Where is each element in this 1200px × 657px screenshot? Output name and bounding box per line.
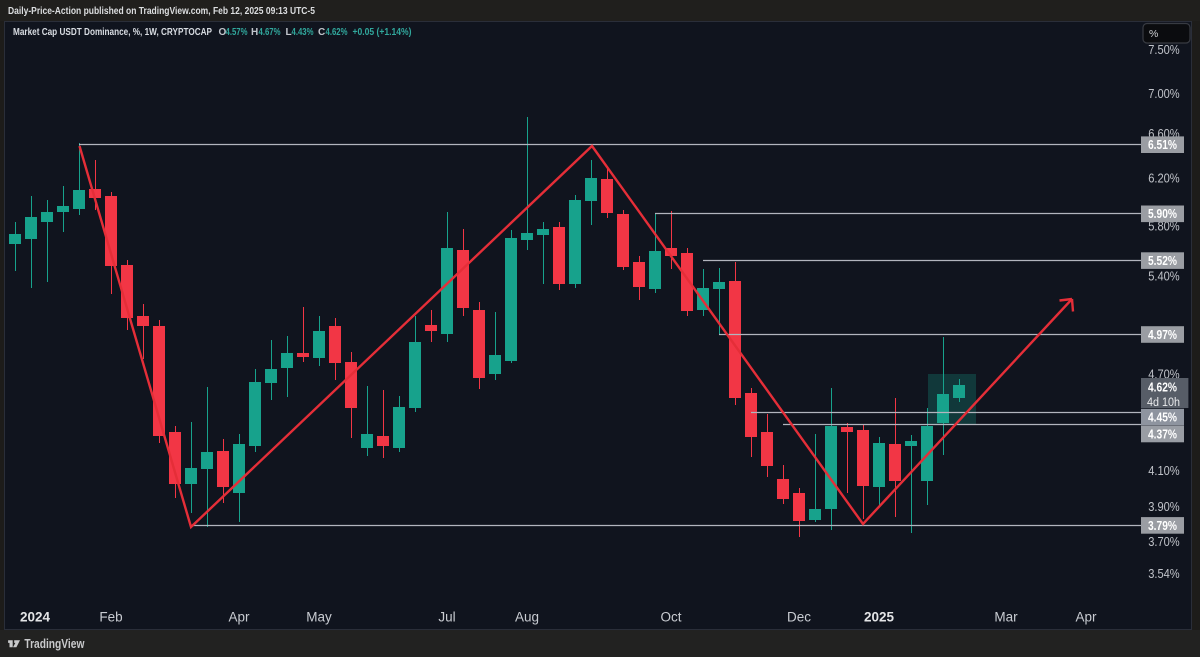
svg-text:TradingView: TradingView bbox=[24, 637, 84, 651]
svg-text:Apr: Apr bbox=[1075, 610, 1097, 625]
svg-text:4d 10h: 4d 10h bbox=[1147, 397, 1180, 409]
svg-text:4.97%: 4.97% bbox=[1148, 328, 1177, 342]
svg-text:4.62%: 4.62% bbox=[1148, 381, 1177, 395]
svg-text:3.79%: 3.79% bbox=[1148, 519, 1177, 533]
svg-text:3.70%: 3.70% bbox=[1148, 535, 1180, 549]
svg-text:3.90%: 3.90% bbox=[1148, 500, 1180, 514]
svg-text:2025: 2025 bbox=[864, 610, 895, 625]
svg-text:3.54%: 3.54% bbox=[1148, 567, 1180, 581]
svg-text:5.52%: 5.52% bbox=[1148, 254, 1177, 268]
svg-text:2024: 2024 bbox=[20, 610, 51, 625]
svg-text:5.40%: 5.40% bbox=[1148, 269, 1180, 283]
svg-text:Jul: Jul bbox=[438, 610, 455, 625]
svg-text:Market Cap USDT Dominance, %,: Market Cap USDT Dominance, %, 1W, CRYPTO… bbox=[13, 27, 412, 38]
svg-text:Apr: Apr bbox=[228, 610, 250, 625]
svg-text:May: May bbox=[306, 610, 332, 625]
svg-text:%: % bbox=[1149, 28, 1158, 40]
svg-text:7.50%: 7.50% bbox=[1148, 43, 1180, 57]
svg-text:Daily-Price-Action published o: Daily-Price-Action published on TradingV… bbox=[8, 6, 315, 17]
svg-text:Oct: Oct bbox=[660, 610, 681, 625]
svg-text:4.70%: 4.70% bbox=[1148, 367, 1180, 381]
svg-text:5.90%: 5.90% bbox=[1148, 207, 1177, 221]
svg-text:Dec: Dec bbox=[787, 610, 811, 625]
svg-text:7.00%: 7.00% bbox=[1148, 87, 1180, 101]
svg-text:4.45%: 4.45% bbox=[1148, 411, 1177, 425]
svg-text:6.51%: 6.51% bbox=[1148, 138, 1177, 152]
svg-text:Aug: Aug bbox=[515, 610, 539, 625]
svg-text:Mar: Mar bbox=[994, 610, 1018, 625]
svg-text:Feb: Feb bbox=[99, 610, 122, 625]
svg-text:4.10%: 4.10% bbox=[1148, 464, 1180, 478]
svg-text:6.20%: 6.20% bbox=[1148, 171, 1180, 185]
svg-text:5.80%: 5.80% bbox=[1148, 219, 1180, 233]
svg-text:4.37%: 4.37% bbox=[1148, 427, 1177, 441]
